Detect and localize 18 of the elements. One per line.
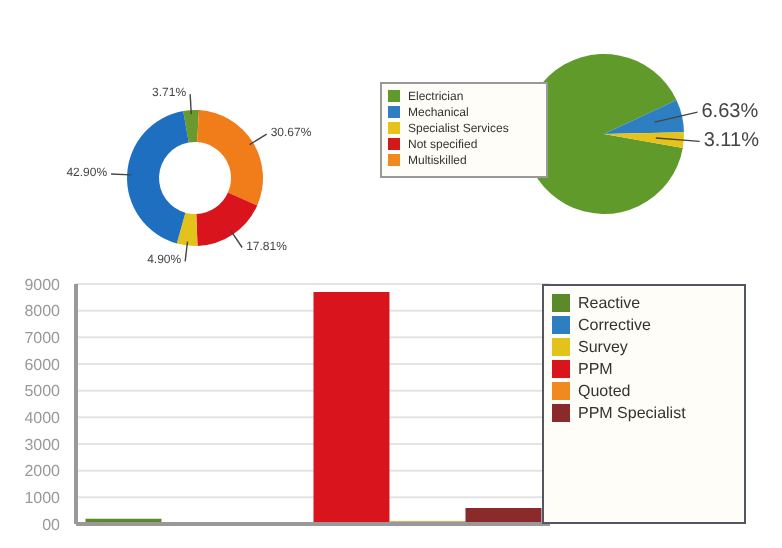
data-label: 3.11% — [703, 130, 760, 153]
legend-label: Survey — [578, 338, 628, 356]
y-tick-label: 1000 — [24, 489, 62, 508]
legend-label: Corrective — [578, 316, 651, 334]
y-tick-label: 9000 — [24, 275, 62, 294]
y-tick-label: 8000 — [24, 302, 62, 321]
y-tick-label: 00 — [42, 515, 62, 534]
y-tick-label: 3000 — [24, 435, 62, 454]
legend-label: PPM Specialist — [578, 404, 686, 422]
y-tick-label: 5000 — [24, 382, 62, 401]
legend-label: PPM — [578, 360, 613, 378]
y-tick-label: 7000 — [24, 329, 62, 348]
y-tick-label: 4000 — [24, 409, 62, 428]
legend-label: Reactive — [578, 294, 641, 312]
y-tick-label: 2000 — [24, 462, 62, 481]
data-label: 6.63% — [701, 101, 759, 124]
y-tick-label: 6000 — [24, 355, 62, 374]
legend-label: Quoted — [578, 382, 631, 400]
